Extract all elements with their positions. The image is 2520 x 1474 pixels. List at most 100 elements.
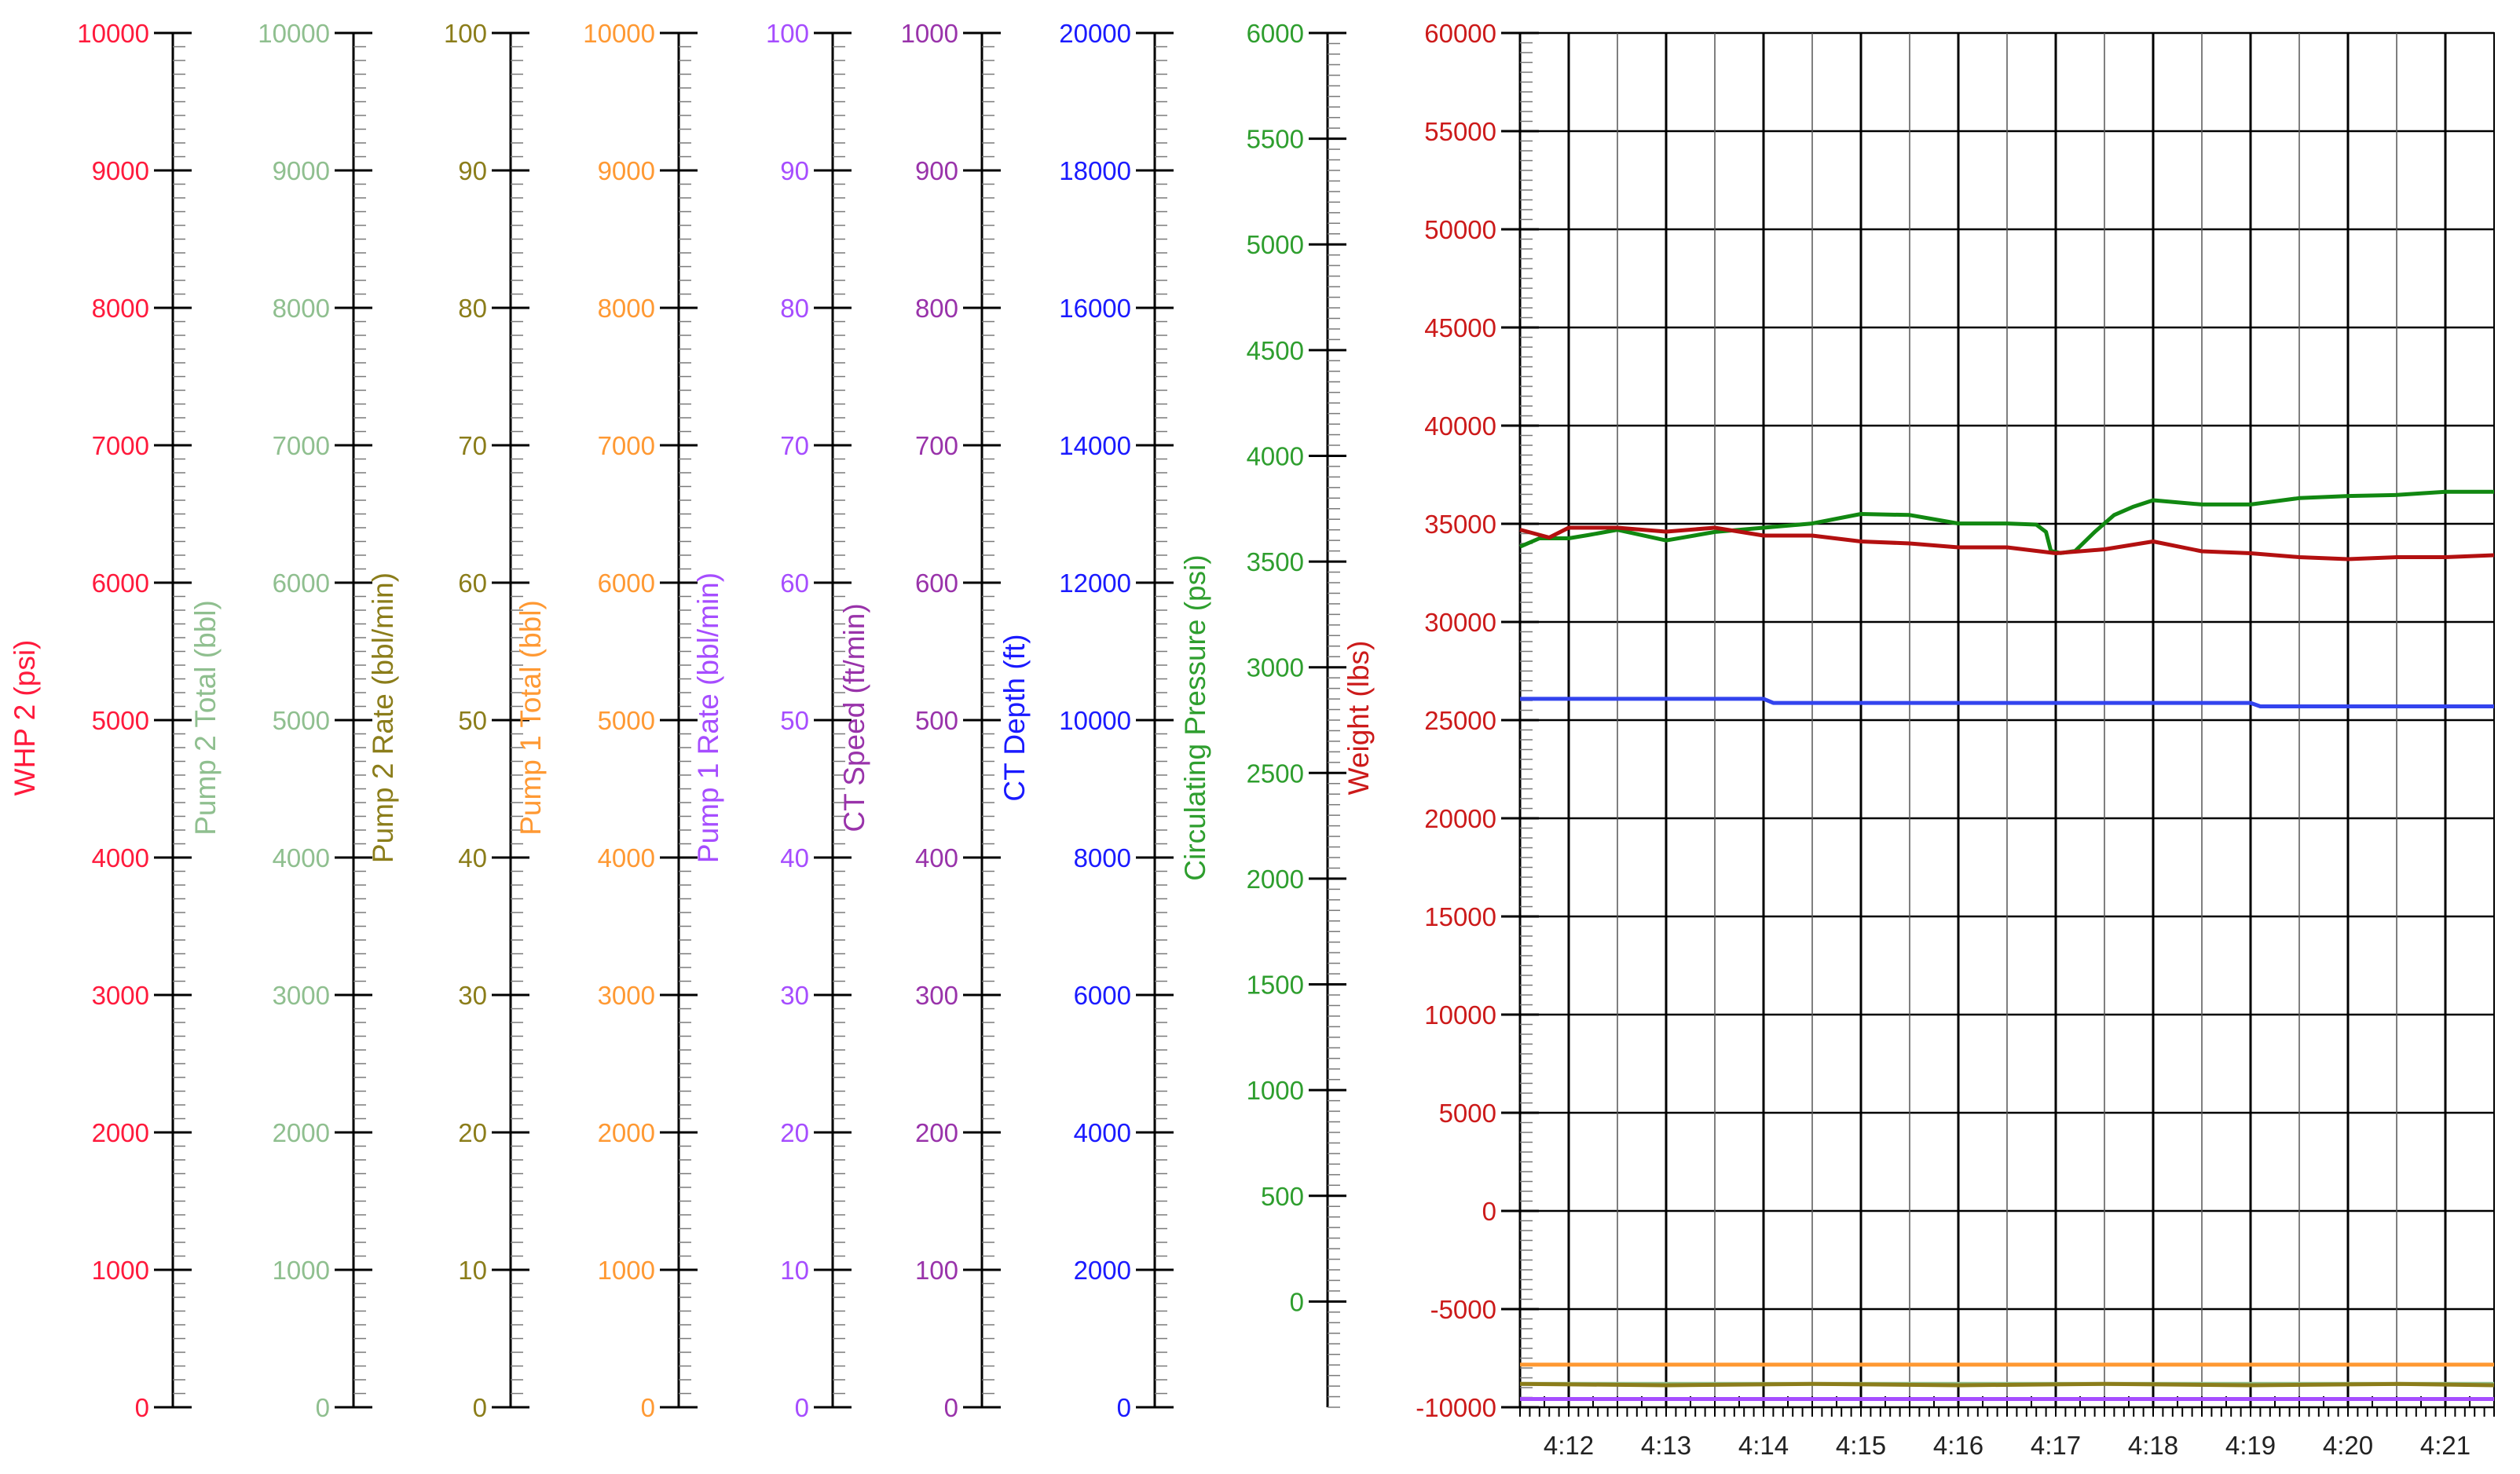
y-tick-label: 6000 xyxy=(1247,19,1304,48)
y-tick-label: 6000 xyxy=(598,569,655,598)
y-tick-label: 3000 xyxy=(598,981,655,1010)
y-tick-label: 4000 xyxy=(598,843,655,872)
y-tick-label: 0 xyxy=(641,1393,655,1422)
y-axis-title: CT Depth (ft) xyxy=(998,634,1031,801)
y-tick-label: 9000 xyxy=(273,156,330,185)
y-tick-label: 80 xyxy=(780,294,809,323)
y-tick-label: 10000 xyxy=(583,19,655,48)
y-tick-label: 3000 xyxy=(1247,653,1304,682)
y-tick-label: 100 xyxy=(444,19,487,48)
y-tick-label: 1000 xyxy=(901,19,958,48)
y-tick-label: 4000 xyxy=(1074,1118,1131,1147)
y-tick-label: 70 xyxy=(458,431,487,460)
y-tick-label: 50 xyxy=(780,706,809,735)
y-tick-label: 4000 xyxy=(273,843,330,872)
y-axis-title: Pump 1 Rate (bbl/min) xyxy=(692,572,724,863)
y-tick-label: 1000 xyxy=(1247,1076,1304,1105)
y-tick-label: 100 xyxy=(915,1256,958,1285)
y-axis-title: Pump 2 Rate (bbl/min) xyxy=(367,572,399,863)
y-axis-title: Weight (lbs) xyxy=(1342,641,1375,796)
y-axis-ct_depth: 0 2000 4000 6000 8000 10000 12000 14000 16000 180… xyxy=(998,19,1174,1422)
y-axis-pump2_total: 0 1000 2000 3000 4000 5000 6000 7000 8000 9000 100… xyxy=(189,19,372,1422)
y-tick-label: 2000 xyxy=(92,1118,149,1147)
y-tick-label: 40 xyxy=(780,843,809,872)
y-tick-label: 1000 xyxy=(273,1256,330,1285)
y-axis-weight: -10000 -5000 0 5000 10000 15000 20000 25000 3000… xyxy=(1342,19,1539,1422)
x-tick-label: 4:19 xyxy=(2225,1431,2276,1460)
y-axis-ct_speed: 0 100 200 300 400 500 600 700 800 900 1000 CT Speed… xyxy=(838,19,1001,1422)
x-tick-label: 4:21 xyxy=(2420,1431,2471,1460)
y-tick-label: 700 xyxy=(915,431,958,460)
y-tick-label: 50 xyxy=(458,706,487,735)
y-tick-label: 20 xyxy=(458,1118,487,1147)
y-tick-label: 2000 xyxy=(598,1118,655,1147)
y-tick-label: 12000 xyxy=(1059,569,1131,598)
y-tick-label: 0 xyxy=(1290,1287,1304,1316)
y-axis-pump2_rate: 0 10 20 30 40 50 60 70 80 90 100 Pump 2 Rate (bbl/m… xyxy=(367,19,529,1422)
y-tick-label: 2000 xyxy=(1247,865,1304,894)
y-tick-label: 1500 xyxy=(1247,971,1304,1000)
x-tick-label: 4:13 xyxy=(1641,1431,1691,1460)
y-tick-label: 8000 xyxy=(598,294,655,323)
y-tick-label: 8000 xyxy=(273,294,330,323)
y-tick-label: 30 xyxy=(780,981,809,1010)
y-axis-pump1_total: 0 1000 2000 3000 4000 5000 6000 7000 8000 9000 100… xyxy=(515,19,698,1422)
y-tick-label: 300 xyxy=(915,981,958,1010)
y-tick-label: 5500 xyxy=(1247,125,1304,154)
y-tick-label: 0 xyxy=(795,1393,809,1422)
y-tick-label: 15000 xyxy=(1424,902,1496,931)
series-line-circ_pressure xyxy=(1519,489,2494,555)
y-axis-title: CT Speed (ft/min) xyxy=(838,603,870,832)
y-tick-label: 3500 xyxy=(1247,547,1304,576)
y-tick-label: 5000 xyxy=(273,706,330,735)
y-tick-label: 10000 xyxy=(258,19,330,48)
y-tick-label: 8000 xyxy=(92,294,149,323)
y-tick-label: 5000 xyxy=(1247,230,1304,259)
y-tick-label: 100 xyxy=(766,19,809,48)
series-line-ct_depth xyxy=(1520,697,2494,708)
y-tick-label: 50000 xyxy=(1424,215,1496,244)
y-tick-label: 80 xyxy=(458,294,487,323)
y-tick-label: 20000 xyxy=(1059,19,1131,48)
x-tick-label: 4:12 xyxy=(1544,1431,1594,1460)
y-tick-label: 20 xyxy=(780,1118,809,1147)
y-tick-label: 60 xyxy=(458,569,487,598)
y-tick-label: -10000 xyxy=(1416,1393,1496,1422)
y-tick-label: 400 xyxy=(915,843,958,872)
series-line-pump2_rate xyxy=(1519,1381,2495,1388)
y-tick-label: 500 xyxy=(915,706,958,735)
x-tick-label: 4:16 xyxy=(1933,1431,1983,1460)
y-tick-label: 2000 xyxy=(1074,1256,1131,1285)
y-tick-label: 4000 xyxy=(92,843,149,872)
y-tick-label: 5000 xyxy=(92,706,149,735)
y-tick-label: 2500 xyxy=(1247,759,1304,788)
y-tick-label: 5000 xyxy=(1439,1099,1496,1128)
y-tick-label: 10000 xyxy=(77,19,149,48)
y-tick-label: 16000 xyxy=(1059,294,1131,323)
y-axis-title: Pump 1 Total (bbl) xyxy=(515,600,547,836)
y-tick-label: 10 xyxy=(780,1256,809,1285)
y-tick-label: 10 xyxy=(458,1256,487,1285)
y-axis-pump1_rate: 0 10 20 30 40 50 60 70 80 90 100 Pump 1 Rate (bbl/m… xyxy=(692,19,852,1422)
y-tick-label: 500 xyxy=(1261,1182,1304,1211)
y-tick-label: 18000 xyxy=(1059,156,1131,185)
y-tick-label: 35000 xyxy=(1424,510,1496,539)
y-tick-label: 600 xyxy=(915,569,958,598)
y-axis-whp2: 0 1000 2000 3000 4000 5000 6000 7000 8000 9000 100… xyxy=(9,19,192,1422)
y-tick-label: 800 xyxy=(915,294,958,323)
y-tick-label: 1000 xyxy=(598,1256,655,1285)
y-tick-label: -5000 xyxy=(1430,1295,1496,1324)
x-tick-label: 4:15 xyxy=(1836,1431,1886,1460)
y-tick-label: 0 xyxy=(944,1393,958,1422)
y-axis-circ_pressure: 0 500 1000 1500 2000 2500 3000 3500 4000 4500 5000… xyxy=(1179,19,1346,1408)
y-tick-label: 200 xyxy=(915,1118,958,1147)
y-tick-label: 20000 xyxy=(1424,804,1496,833)
y-tick-label: 45000 xyxy=(1424,313,1496,342)
y-axis-title: WHP 2 (psi) xyxy=(9,640,41,796)
y-axis-title: Pump 2 Total (bbl) xyxy=(189,600,222,836)
y-tick-label: 4500 xyxy=(1247,336,1304,365)
y-tick-label: 8000 xyxy=(1074,843,1131,872)
y-tick-label: 0 xyxy=(1482,1197,1496,1226)
x-tick-label: 4:17 xyxy=(2031,1431,2081,1460)
